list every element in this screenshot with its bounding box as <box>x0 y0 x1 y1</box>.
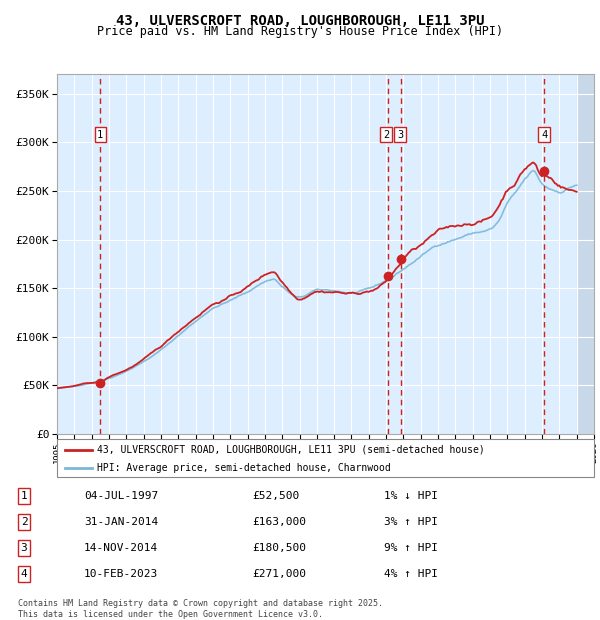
Text: 4: 4 <box>541 130 547 140</box>
Text: 1: 1 <box>20 491 28 501</box>
Text: 2: 2 <box>383 130 389 140</box>
Text: 3% ↑ HPI: 3% ↑ HPI <box>384 517 438 527</box>
Text: 10-FEB-2023: 10-FEB-2023 <box>84 569 158 579</box>
Text: £180,500: £180,500 <box>252 543 306 553</box>
Text: 43, ULVERSCROFT ROAD, LOUGHBOROUGH, LE11 3PU (semi-detached house): 43, ULVERSCROFT ROAD, LOUGHBOROUGH, LE11… <box>97 445 485 454</box>
Text: 3: 3 <box>397 130 403 140</box>
Text: Contains HM Land Registry data © Crown copyright and database right 2025.
This d: Contains HM Land Registry data © Crown c… <box>18 600 383 619</box>
Text: 04-JUL-1997: 04-JUL-1997 <box>84 491 158 501</box>
Text: 14-NOV-2014: 14-NOV-2014 <box>84 543 158 553</box>
Text: Price paid vs. HM Land Registry's House Price Index (HPI): Price paid vs. HM Land Registry's House … <box>97 25 503 38</box>
Bar <box>577 74 600 434</box>
Text: 1: 1 <box>97 130 103 140</box>
Text: 2: 2 <box>20 517 28 527</box>
Bar <box>577 74 600 434</box>
Text: 4: 4 <box>20 569 28 579</box>
Text: 43, ULVERSCROFT ROAD, LOUGHBOROUGH, LE11 3PU: 43, ULVERSCROFT ROAD, LOUGHBOROUGH, LE11… <box>116 14 484 28</box>
FancyBboxPatch shape <box>57 439 594 477</box>
Text: £52,500: £52,500 <box>252 491 299 501</box>
Text: 1% ↓ HPI: 1% ↓ HPI <box>384 491 438 501</box>
Text: £271,000: £271,000 <box>252 569 306 579</box>
Text: 9% ↑ HPI: 9% ↑ HPI <box>384 543 438 553</box>
Text: 3: 3 <box>20 543 28 553</box>
Text: £163,000: £163,000 <box>252 517 306 527</box>
Text: HPI: Average price, semi-detached house, Charnwood: HPI: Average price, semi-detached house,… <box>97 463 391 473</box>
Text: 31-JAN-2014: 31-JAN-2014 <box>84 517 158 527</box>
Text: 4% ↑ HPI: 4% ↑ HPI <box>384 569 438 579</box>
